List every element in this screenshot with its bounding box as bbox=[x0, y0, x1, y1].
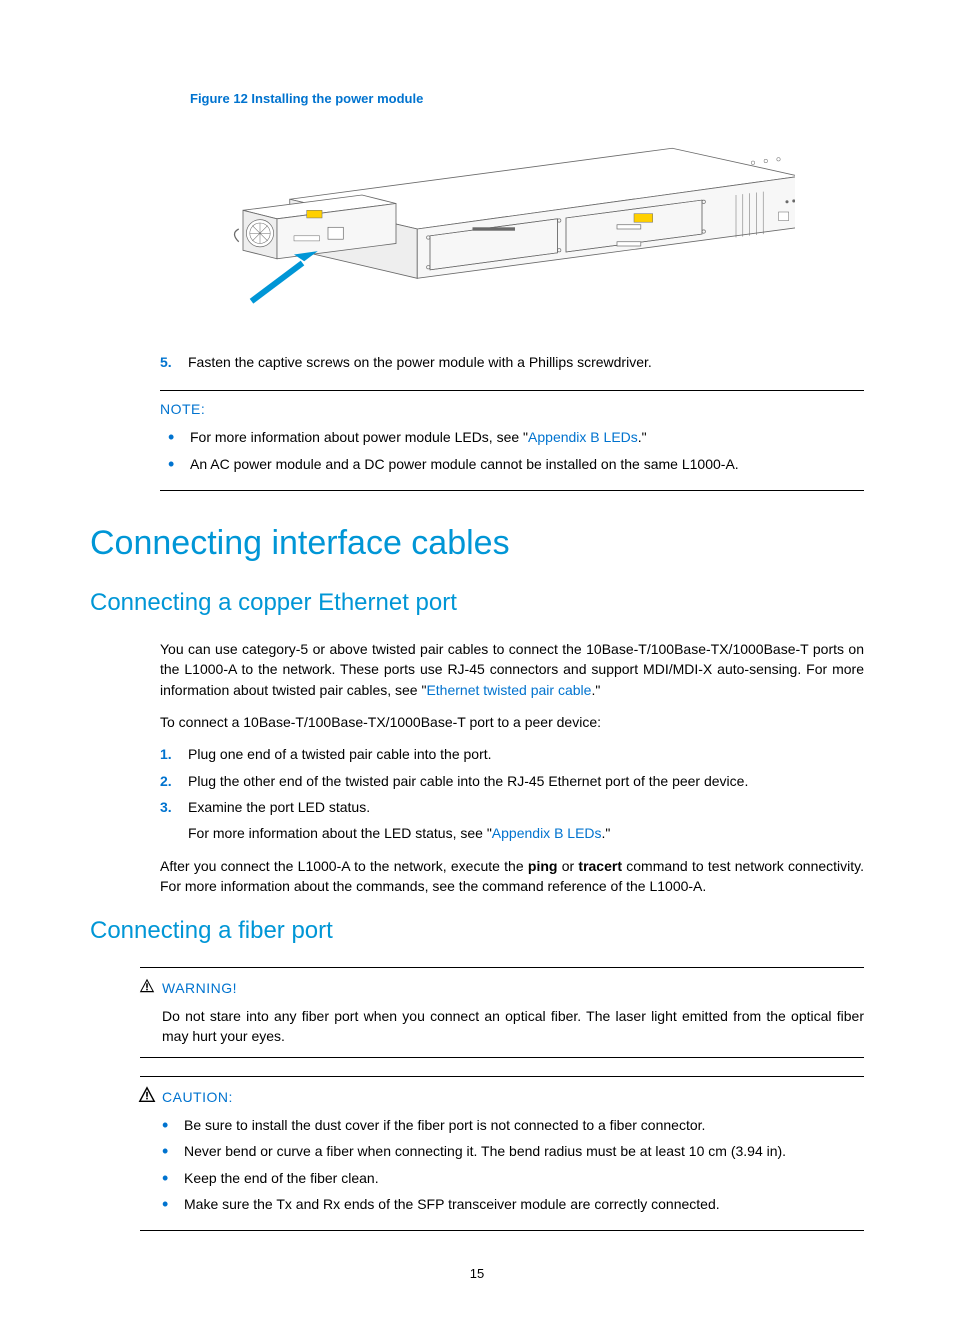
step-1: 1. Plug one end of a twisted pair cable … bbox=[160, 744, 864, 764]
warning-title: WARNING! bbox=[162, 978, 864, 998]
step-2: 2. Plug the other end of the twisted pai… bbox=[160, 771, 864, 791]
warning-body: Do not stare into any fiber port when yo… bbox=[162, 1006, 864, 1047]
step-number: 2. bbox=[160, 771, 188, 791]
step-5: 5. Fasten the captive screws on the powe… bbox=[160, 352, 864, 372]
paragraph: To connect a 10Base-T/100Base-TX/1000Bas… bbox=[160, 712, 864, 732]
step-number: 1. bbox=[160, 744, 188, 764]
paragraph: You can use category-5 or above twisted … bbox=[160, 639, 864, 700]
link-appendix-b-leds[interactable]: Appendix B LEDs bbox=[528, 429, 638, 445]
heading-2-copper: Connecting a copper Ethernet port bbox=[90, 586, 864, 621]
note-item-text: For more information about power module … bbox=[190, 427, 864, 447]
link-ethernet-twisted-pair[interactable]: Ethernet twisted pair cable bbox=[426, 682, 591, 698]
note-box: NOTE: • For more information about power… bbox=[160, 390, 864, 491]
caution-text: Make sure the Tx and Rx ends of the SFP … bbox=[184, 1194, 864, 1214]
step-subtext: For more information about the LED statu… bbox=[188, 823, 864, 843]
note-item: • An AC power module and a DC power modu… bbox=[168, 454, 864, 474]
heading-2-fiber: Connecting a fiber port bbox=[90, 914, 864, 949]
link-appendix-b-leds[interactable]: Appendix B LEDs bbox=[492, 825, 602, 841]
bullet-icon: • bbox=[168, 454, 190, 471]
heading-1: Connecting interface cables bbox=[90, 519, 864, 568]
caution-item: • Never bend or curve a fiber when conne… bbox=[162, 1141, 864, 1161]
bullet-icon: • bbox=[162, 1115, 184, 1132]
step-text: Examine the port LED status. bbox=[188, 797, 864, 817]
bullet-icon: • bbox=[162, 1168, 184, 1185]
caution-item: • Keep the end of the fiber clean. bbox=[162, 1168, 864, 1188]
step-number: 5. bbox=[160, 352, 188, 372]
warning-icon bbox=[138, 977, 156, 995]
caution-text: Never bend or curve a fiber when connect… bbox=[184, 1141, 864, 1161]
caution-text: Keep the end of the fiber clean. bbox=[184, 1168, 864, 1188]
step-text: Plug the other end of the twisted pair c… bbox=[188, 771, 864, 791]
step-text: Fasten the captive screws on the power m… bbox=[188, 352, 864, 372]
caution-title: CAUTION: bbox=[162, 1087, 864, 1107]
bullet-icon: • bbox=[162, 1141, 184, 1158]
caution-text: Be sure to install the dust cover if the… bbox=[184, 1115, 864, 1135]
page-number: 15 bbox=[90, 1265, 864, 1284]
caution-item: • Make sure the Tx and Rx ends of the SF… bbox=[162, 1194, 864, 1214]
note-item: • For more information about power modul… bbox=[168, 427, 864, 447]
bullet-icon: • bbox=[168, 427, 190, 444]
figure-caption: Figure 12 Installing the power module bbox=[190, 90, 864, 109]
step-number: 3. bbox=[160, 797, 188, 817]
warning-box: WARNING! Do not stare into any fiber por… bbox=[140, 967, 864, 1058]
step-text: Plug one end of a twisted pair cable int… bbox=[188, 744, 864, 764]
note-item-text: An AC power module and a DC power module… bbox=[190, 454, 864, 474]
bullet-icon: • bbox=[162, 1194, 184, 1211]
caution-box: CAUTION: • Be sure to install the dust c… bbox=[140, 1076, 864, 1231]
figure-diagram bbox=[175, 127, 795, 322]
note-title: NOTE: bbox=[160, 399, 864, 419]
paragraph: After you connect the L1000-A to the net… bbox=[160, 856, 864, 897]
step-3: 3. Examine the port LED status. bbox=[160, 797, 864, 817]
caution-item: • Be sure to install the dust cover if t… bbox=[162, 1115, 864, 1135]
caution-icon bbox=[138, 1086, 156, 1104]
